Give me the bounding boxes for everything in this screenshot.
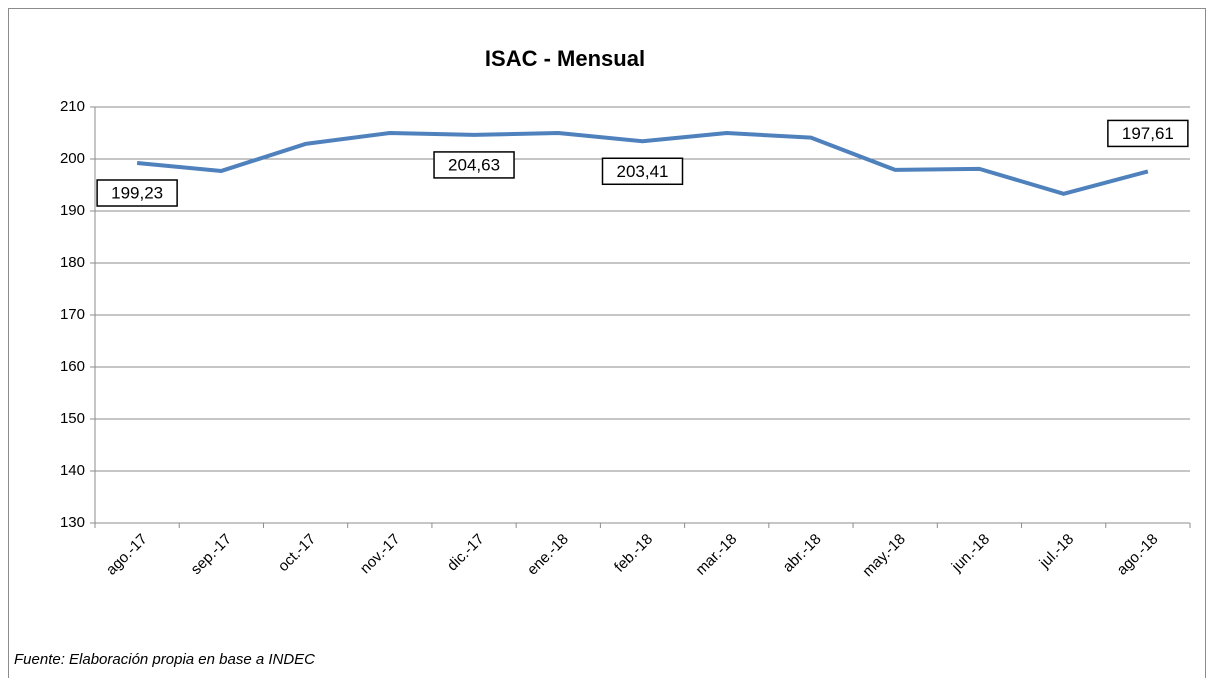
source-note: Fuente: Elaboración propia en base a IND… — [14, 651, 315, 668]
data-label-box — [96, 179, 178, 207]
x-tick-label: jul.-18 — [1036, 531, 1078, 573]
data-label: 199,23 — [111, 183, 163, 202]
y-tick-label: 210 — [60, 98, 85, 115]
x-tick-label: oct.-17 — [275, 531, 319, 575]
y-tick-label: 190 — [60, 202, 85, 219]
data-label: 197,61 — [1122, 124, 1174, 143]
data-label-box — [1107, 119, 1189, 148]
x-tick-label: ago.-17 — [103, 531, 151, 579]
x-tick-label: mar.-18 — [692, 531, 740, 579]
x-tick-label: nov.-17 — [357, 531, 404, 578]
chart-title: ISAC - Mensual — [485, 46, 645, 71]
x-tick-label: jun.-18 — [948, 531, 993, 576]
data-label-box — [601, 157, 684, 186]
y-tick-label: 160 — [60, 358, 85, 375]
y-tick-label: 140 — [60, 462, 85, 479]
x-tick-label: abr.-18 — [780, 531, 825, 576]
x-tick-label: ene.-18 — [524, 531, 572, 579]
y-tick-label: 130 — [60, 514, 85, 531]
y-tick-label: 180 — [60, 254, 85, 271]
data-line — [136, 131, 1149, 196]
x-tick-label: may.-18 — [859, 531, 909, 581]
x-tick-label: sep.-17 — [188, 531, 235, 578]
x-tick-label: feb.-18 — [611, 531, 656, 576]
x-tick-label: dic.-17 — [444, 531, 488, 575]
y-tick-label: 170 — [60, 306, 85, 323]
data-label: 204,63 — [448, 155, 500, 174]
y-tick-label: 200 — [60, 150, 85, 167]
data-label: 203,41 — [617, 162, 669, 181]
y-tick-label: 150 — [60, 410, 85, 427]
data-label-box — [433, 151, 515, 179]
chart-frame — [8, 8, 1206, 683]
x-tick-label: ago.-18 — [1114, 531, 1162, 579]
